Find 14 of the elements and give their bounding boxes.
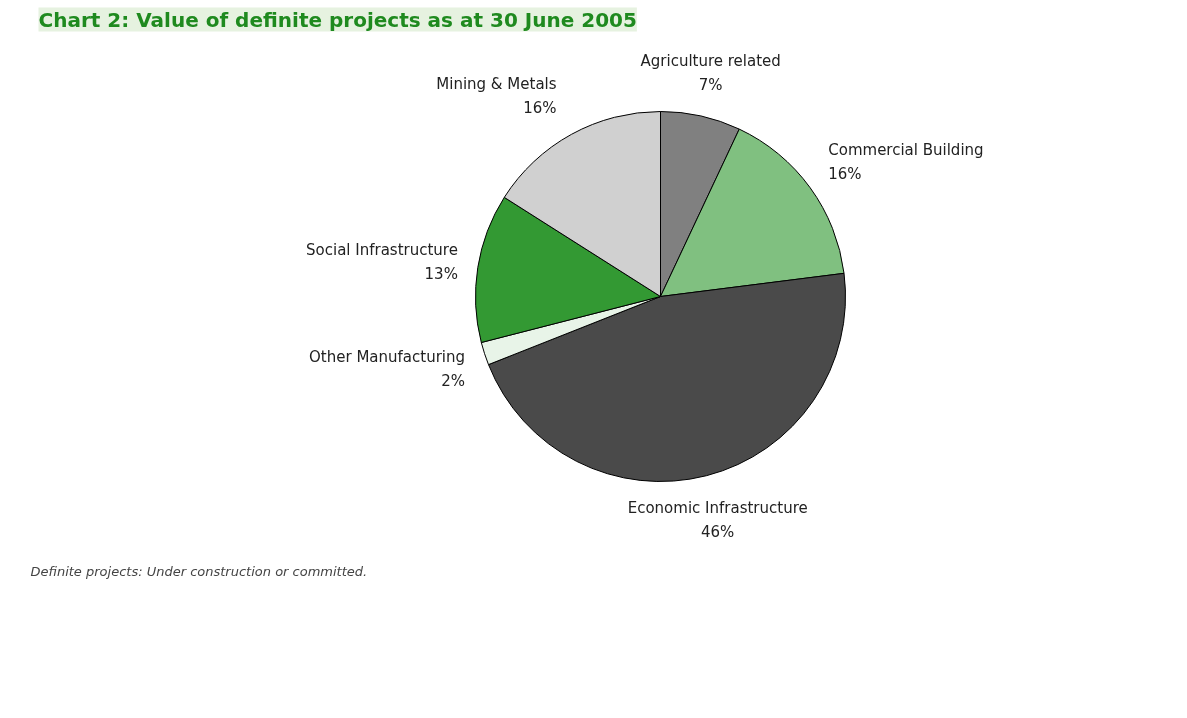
data-label: 16% (523, 98, 557, 117)
text: Definite projects: Under construction or committed. (30, 563, 368, 579)
data-label: 7% (698, 76, 723, 95)
data-label: 2% (441, 371, 466, 390)
data-label: 13% (424, 264, 458, 283)
chart-title: Chart 2: Value of definite projects as at 30 June 2005 (38, 7, 637, 32)
data-label: 46% (701, 523, 735, 542)
slice-label: Economic Infrastructure (627, 499, 808, 518)
slice-label: Other Manufacturing (309, 347, 466, 366)
slice-label: Mining & Metals (436, 74, 557, 93)
slice-label: Commercial Building (828, 141, 984, 160)
data-label: 16% (828, 165, 862, 184)
slice-label: Social Infrastructure (306, 240, 458, 259)
slice-label: Agriculture related (640, 52, 781, 71)
